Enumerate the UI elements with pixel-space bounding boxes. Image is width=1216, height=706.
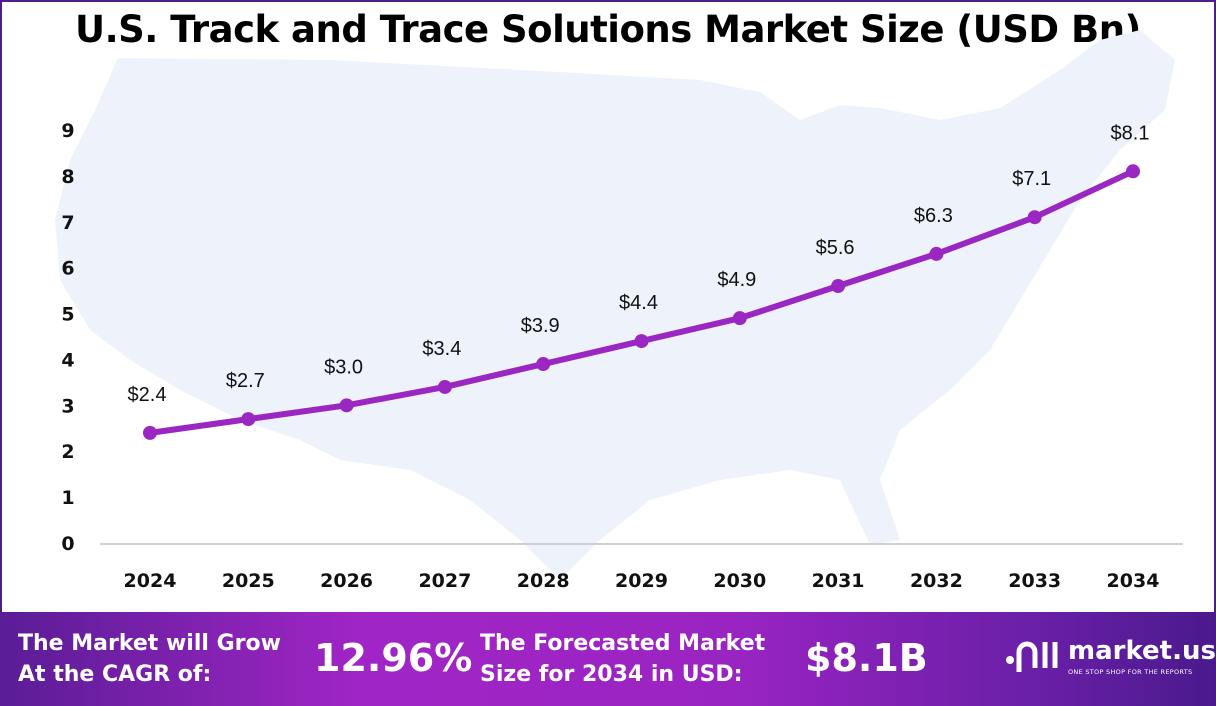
x-tick-label: 2033 [1008, 570, 1061, 592]
data-point [339, 398, 354, 413]
x-tick-label: 2026 [320, 570, 373, 592]
x-tick-label: 2025 [222, 570, 275, 592]
data-label: $3.9 [521, 315, 560, 337]
cagr-label-line2: At the CAGR of: [18, 662, 212, 687]
data-label: $4.4 [619, 292, 658, 314]
logo-tagline: ONE STOP SHOP FOR THE REPORTS [1068, 668, 1193, 676]
forecast-label-line1: The Forecasted Market [480, 631, 766, 656]
data-point [831, 279, 846, 294]
x-tick-label: 2029 [615, 570, 668, 592]
data-point [241, 412, 256, 427]
data-label: $2.7 [226, 370, 265, 392]
y-tick-label: 1 [61, 487, 74, 509]
y-tick-label: 2 [61, 441, 74, 463]
y-tick-label: 7 [61, 212, 74, 234]
data-label: $3.4 [422, 338, 461, 360]
x-tick-label: 2034 [1107, 570, 1160, 592]
data-point [437, 379, 452, 394]
data-point [1126, 164, 1140, 179]
x-tick-label: 2031 [812, 570, 865, 592]
y-tick-label: 4 [61, 349, 74, 371]
x-tick-label: 2028 [517, 570, 570, 592]
data-point [732, 311, 747, 326]
y-tick-label: 6 [61, 258, 74, 280]
data-label: $2.4 [128, 384, 167, 406]
y-tick-label: 0 [61, 533, 74, 555]
data-label: $5.6 [816, 237, 855, 259]
x-tick-label: 2024 [124, 570, 177, 592]
x-tick-label: 2032 [910, 570, 963, 592]
line-chart: 0 1 2 3 4 5 6 7 8 9 2024 2025 2026 2027 2028 2029 2030 2… [55, 30, 1183, 592]
forecast-label-line2: Size for 2034 in USD: [480, 662, 743, 687]
data-point [536, 357, 551, 372]
y-tick-label: 5 [61, 304, 74, 326]
cagr-label: The Market will Grow At the CAGR of: [18, 628, 281, 690]
forecast-value: $8.1B [805, 636, 928, 680]
data-label: $3.0 [324, 356, 363, 378]
cagr-value: 12.96% [314, 636, 473, 680]
y-tick-label: 3 [61, 395, 74, 417]
data-label: $8.1 [1111, 122, 1150, 144]
chart-title: U.S. Track and Trace Solutions Market Si… [75, 8, 1141, 51]
data-point [143, 425, 157, 440]
y-tick-label: 8 [61, 166, 74, 188]
data-label: $6.3 [914, 205, 953, 227]
logo-text: market.us [1068, 636, 1216, 666]
x-tick-label: 2027 [418, 570, 471, 592]
y-tick-label: 9 [61, 120, 74, 142]
forecast-label: The Forecasted Market Size for 2034 in U… [480, 628, 765, 690]
x-tick-label: 2030 [713, 570, 766, 592]
footer-banner: The Market will Grow At the CAGR of: 12.… [0, 612, 1216, 706]
cagr-label-line1: The Market will Grow [18, 631, 281, 656]
data-point [1027, 210, 1042, 225]
data-point [634, 334, 649, 349]
data-point [929, 246, 944, 261]
data-label: $4.9 [717, 269, 756, 291]
data-label: $7.1 [1012, 168, 1051, 190]
market-us-logo-icon [1006, 641, 1058, 672]
us-map-silhouette [55, 30, 1175, 580]
